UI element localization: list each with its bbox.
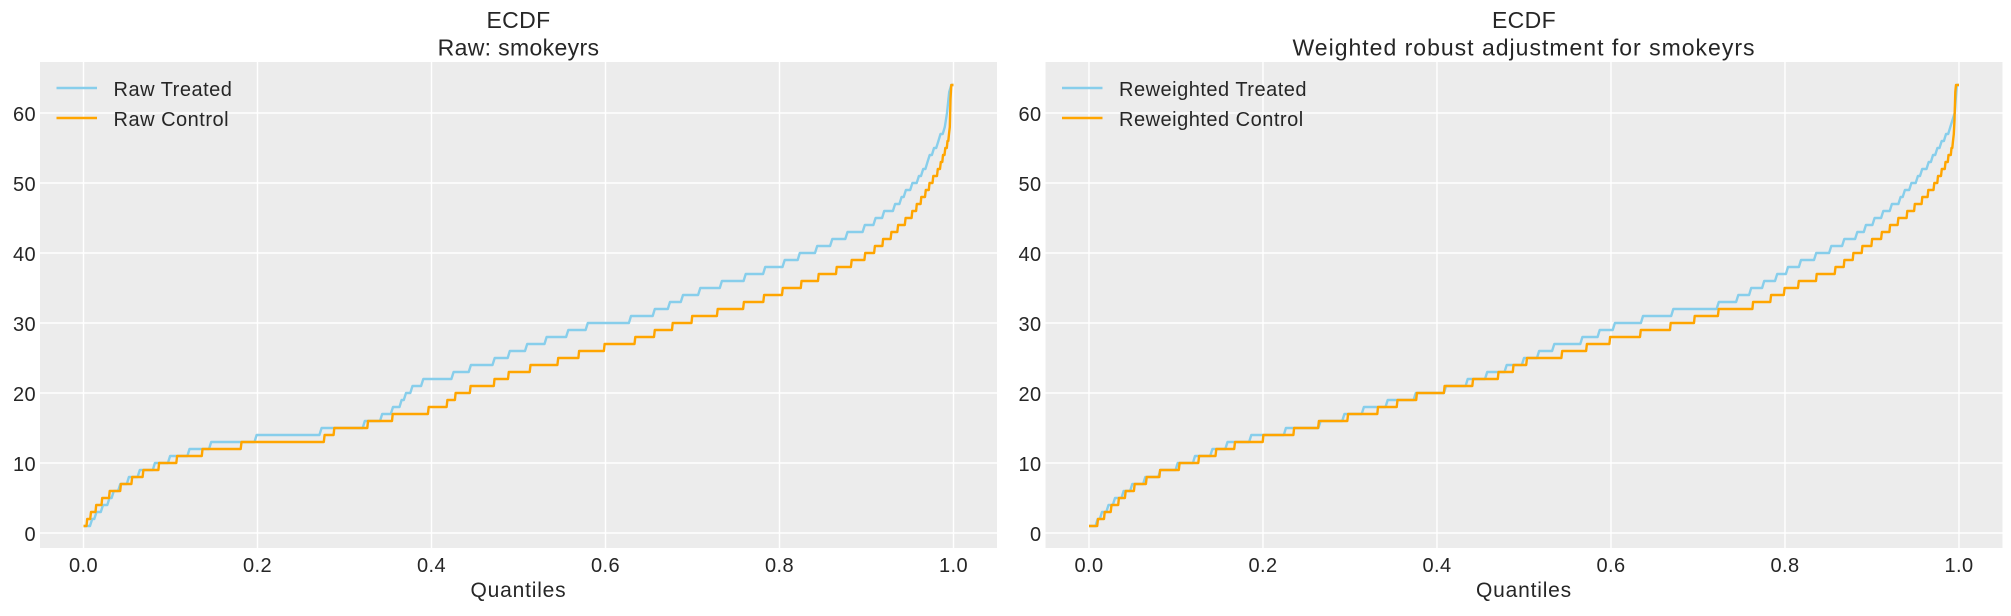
svg-text:Raw Treated: Raw Treated	[114, 79, 233, 101]
svg-text:0.4: 0.4	[1422, 555, 1451, 577]
svg-text:60: 60	[13, 104, 36, 126]
svg-text:Raw: smokeyrs: Raw: smokeyrs	[438, 34, 600, 60]
svg-text:0.6: 0.6	[1596, 555, 1625, 577]
svg-text:0.8: 0.8	[765, 555, 794, 577]
svg-text:0: 0	[1030, 524, 1042, 546]
svg-text:0.6: 0.6	[591, 555, 620, 577]
svg-text:0.2: 0.2	[243, 555, 272, 577]
svg-text:0.2: 0.2	[1248, 555, 1277, 577]
svg-text:Raw Control: Raw Control	[114, 109, 230, 131]
svg-text:20: 20	[1018, 384, 1041, 406]
svg-text:Weighted robust adjustment for: Weighted robust adjustment for smokeyrs	[1293, 34, 1756, 60]
svg-text:Quantiles: Quantiles	[471, 579, 567, 602]
svg-text:1.0: 1.0	[939, 555, 968, 577]
svg-text:0: 0	[24, 524, 36, 546]
svg-text:10: 10	[1018, 454, 1041, 476]
svg-text:0.0: 0.0	[69, 555, 98, 577]
svg-text:1.0: 1.0	[1944, 555, 1973, 577]
svg-text:ECDF: ECDF	[1492, 7, 1556, 33]
svg-text:0.4: 0.4	[417, 555, 446, 577]
svg-text:0.0: 0.0	[1074, 555, 1103, 577]
svg-text:10: 10	[13, 454, 36, 476]
svg-text:30: 30	[13, 314, 36, 336]
svg-text:40: 40	[1018, 244, 1041, 266]
svg-text:20: 20	[13, 384, 36, 406]
svg-text:Quantiles: Quantiles	[1476, 579, 1572, 602]
svg-text:0.8: 0.8	[1770, 555, 1799, 577]
svg-text:60: 60	[1018, 104, 1041, 126]
svg-text:40: 40	[13, 244, 36, 266]
svg-text:Reweighted Treated: Reweighted Treated	[1119, 79, 1307, 101]
svg-text:ECDF: ECDF	[486, 7, 550, 33]
svg-text:50: 50	[13, 174, 36, 196]
svg-text:Reweighted Control: Reweighted Control	[1119, 109, 1304, 131]
svg-text:30: 30	[1018, 314, 1041, 336]
svg-text:50: 50	[1018, 174, 1041, 196]
